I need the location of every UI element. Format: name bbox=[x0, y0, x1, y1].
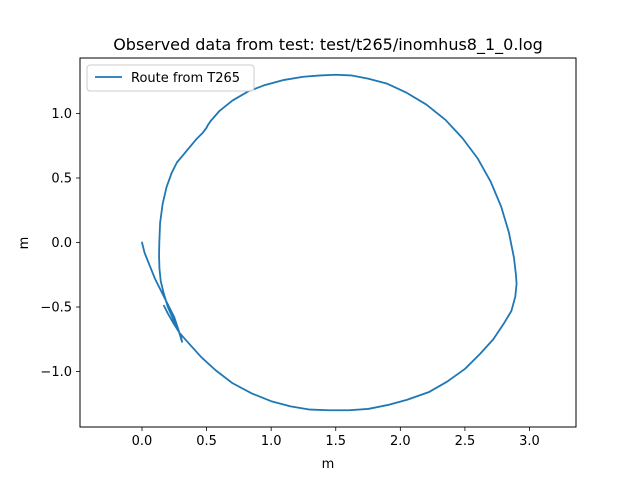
y-tick-label: 1.0 bbox=[51, 107, 72, 122]
x-tick-label: 0.0 bbox=[132, 434, 153, 449]
y-axis-label: m bbox=[17, 237, 32, 250]
x-tick-label: 0.5 bbox=[196, 434, 217, 449]
legend-entry-route: Route from T265 bbox=[131, 71, 240, 86]
legend-box bbox=[86, 64, 255, 92]
x-tick-label: 2.0 bbox=[390, 434, 411, 449]
x-axis-ticks: 0.0 0.5 1.0 1.5 2.0 2.5 3.0 bbox=[132, 427, 540, 449]
y-tick-label: −0.5 bbox=[40, 301, 72, 316]
x-axis-label: m bbox=[322, 457, 335, 472]
y-tick-label: 0.5 bbox=[51, 171, 72, 186]
x-tick-label: 3.0 bbox=[519, 434, 540, 449]
x-tick-label: 2.5 bbox=[455, 434, 476, 449]
plot-background bbox=[80, 58, 576, 427]
plot-frame bbox=[79, 57, 577, 428]
y-tick-label: 0.0 bbox=[51, 236, 72, 251]
series-line-route bbox=[141, 73, 518, 412]
y-axis-ticks: −1.0 −0.5 0.0 0.5 1.0 bbox=[40, 107, 80, 380]
x-tick-label: 1.5 bbox=[325, 434, 346, 449]
y-tick-label: −1.0 bbox=[40, 365, 72, 380]
chart-title: Observed data from test: test/t265/inomh… bbox=[113, 35, 543, 55]
plot-area: 0.0 0.5 1.0 1.5 2.0 2.5 3.0 −1.0 −0.5 0.0 0.5 1.0 bbox=[40, 57, 577, 449]
x-tick-label: 1.0 bbox=[261, 434, 282, 449]
legend: Route from T265 bbox=[86, 64, 255, 92]
